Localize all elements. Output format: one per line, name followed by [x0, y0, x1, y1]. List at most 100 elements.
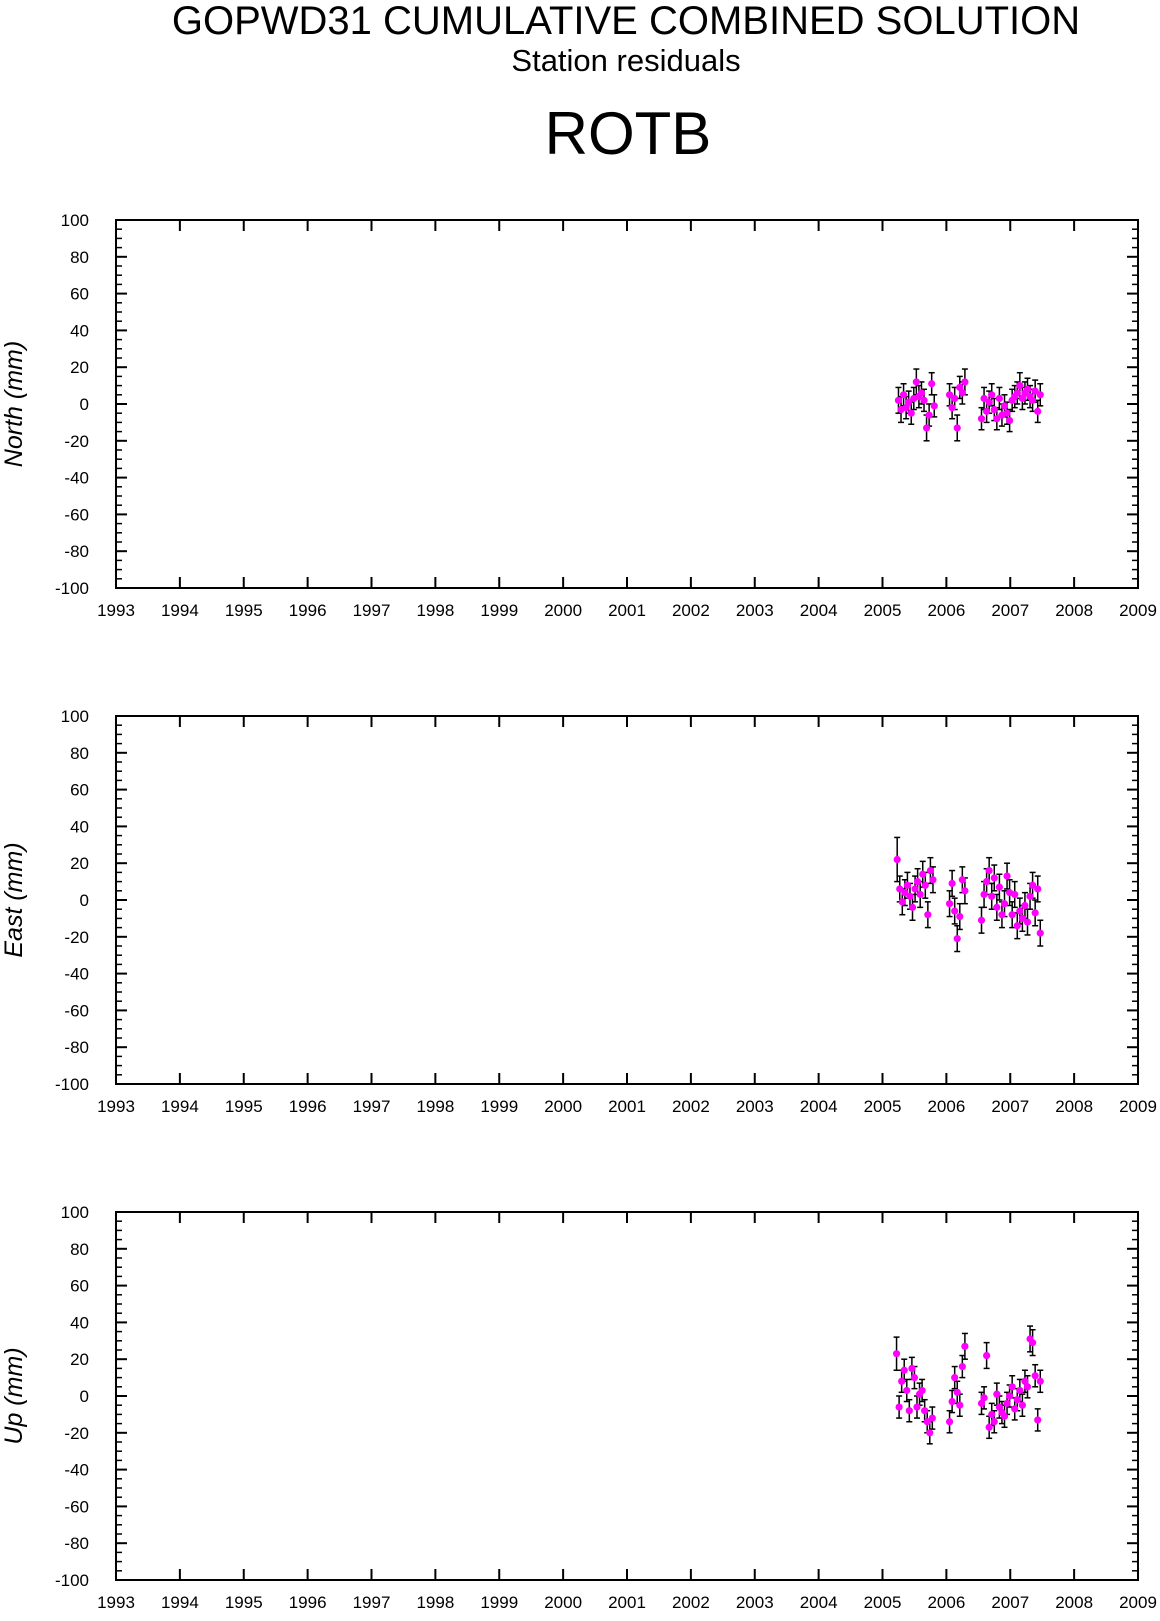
north-data-point [1029, 396, 1037, 404]
east-data-point [977, 916, 986, 924]
north-x-tick-label: 1997 [353, 601, 391, 620]
up-data-point [961, 1342, 969, 1350]
up-data-point [958, 1362, 966, 1371]
east-data-point [1021, 901, 1029, 910]
north-data-point [1013, 389, 1021, 397]
up-data-point [903, 1386, 911, 1395]
north-x-tick-label: 1999 [480, 601, 518, 620]
east-x-tick-label: 1997 [353, 1097, 391, 1116]
east-x-tick-label: 2002 [672, 1097, 710, 1116]
north-x-tick-label: 2001 [608, 601, 646, 620]
north-y-tick-label: 0 [80, 395, 89, 414]
east-data-point [916, 890, 924, 899]
east-x-tick-label: 2003 [736, 1097, 774, 1116]
east-x-tick-label: 1994 [161, 1097, 199, 1116]
up-data-point [983, 1351, 991, 1360]
east-data-point [919, 870, 927, 878]
north-data-point [988, 391, 996, 399]
up-data-point [1011, 1405, 1019, 1413]
north-data-point [1034, 407, 1042, 415]
east-data-point [929, 876, 937, 884]
east-data-point [906, 892, 914, 900]
east-x-tick-label: 2000 [544, 1097, 582, 1116]
north-x-tick-label: 2002 [672, 601, 710, 620]
up-data-point [905, 1407, 913, 1415]
north-data-point [995, 394, 1003, 403]
east-y-tick-label: -80 [64, 1038, 89, 1057]
north-data-point [1036, 391, 1044, 399]
up-x-tick-label: 1994 [161, 1593, 199, 1612]
north-data-point [912, 378, 920, 386]
north-data-point [1018, 394, 1026, 403]
up-data-point [956, 1401, 964, 1409]
east-x-tick-label: 2007 [991, 1097, 1029, 1116]
east-data-point [1011, 890, 1019, 899]
north-panel: 1993 1994 1995 1996 1997 1998 1999 2000 2001 2002… [0, 211, 1157, 620]
north-data-point [983, 407, 991, 415]
north-data-point [948, 404, 956, 412]
figure-title: GOPWD31 CUMULATIVE COMBINED SOLUTION [172, 0, 1080, 43]
east-x-tick-label: 2009 [1119, 1097, 1157, 1116]
up-data-point [985, 1423, 993, 1431]
north-y-tick-label: 60 [70, 285, 89, 304]
up-y-tick-label: -80 [64, 1534, 89, 1553]
east-data-point [898, 898, 906, 906]
north-y-tick-label: 20 [70, 358, 89, 377]
east-y-tick-label: -100 [55, 1075, 89, 1094]
north-x-tick-label: 1994 [161, 601, 199, 620]
north-data-point [905, 398, 913, 406]
up-x-tick-label: 2001 [608, 1593, 646, 1612]
up-data-point [908, 1364, 916, 1372]
north-data-point [922, 424, 931, 432]
east-data-point [988, 892, 996, 900]
up-x-tick-label: 2002 [672, 1593, 710, 1612]
up-data-point [1031, 1372, 1039, 1380]
north-data-point [1031, 387, 1039, 395]
up-y-tick-label: 80 [70, 1240, 89, 1259]
east-panel: 1993 1994 1995 1996 1997 1998 1999 2000 2001 2002… [0, 707, 1157, 1116]
north-y-tick-label: -80 [64, 542, 89, 561]
up-y-tick-label: -60 [64, 1497, 89, 1516]
north-x-tick-label: 1995 [225, 601, 263, 620]
up-data-point [1016, 1386, 1024, 1395]
up-x-tick-label: 1998 [416, 1593, 454, 1612]
north-data-point [961, 378, 969, 386]
north-y-tick-label: -60 [64, 505, 89, 524]
up-x-tick-label: 2006 [927, 1593, 965, 1612]
east-data-point [945, 900, 954, 908]
east-y-tick-label: -60 [64, 1001, 89, 1020]
east-x-tick-label: 1995 [225, 1097, 263, 1116]
north-y-tick-label: 80 [70, 248, 89, 267]
north-x-tick-label: 2008 [1055, 601, 1093, 620]
east-y-tick-label: 80 [70, 744, 89, 763]
east-x-tick-label: 2006 [927, 1097, 965, 1116]
north-data-point [945, 391, 954, 399]
up-y-tick-label: -20 [64, 1424, 89, 1443]
east-data-point [893, 855, 901, 864]
north-data-point [1016, 382, 1024, 390]
up-data-point [900, 1366, 908, 1374]
north-data-point [985, 398, 993, 406]
east-data-point [911, 885, 919, 893]
east-x-tick-label: 2005 [864, 1097, 902, 1116]
up-data-point [895, 1403, 903, 1411]
north-data-point [1000, 402, 1009, 410]
north-x-tick-label: 2006 [927, 601, 965, 620]
east-data-point [1016, 907, 1024, 915]
east-y-tick-label: -20 [64, 928, 89, 947]
east-data-point [985, 866, 993, 875]
up-data-point [1018, 1401, 1026, 1409]
north-y-axis-label: North (mm) [0, 341, 28, 467]
up-data-point [923, 1418, 931, 1426]
up-x-tick-label: 2008 [1055, 1593, 1093, 1612]
station-name: ROTB [545, 100, 712, 167]
east-data-point [948, 879, 956, 888]
east-data-point [983, 878, 991, 886]
east-data-point [1003, 872, 1011, 880]
north-data-point [928, 380, 936, 388]
up-y-tick-label: 100 [61, 1203, 89, 1222]
east-data-point [993, 903, 1001, 911]
east-y-tick-label: 40 [70, 817, 89, 836]
east-data-point [903, 881, 912, 889]
east-data-point [1029, 881, 1037, 889]
